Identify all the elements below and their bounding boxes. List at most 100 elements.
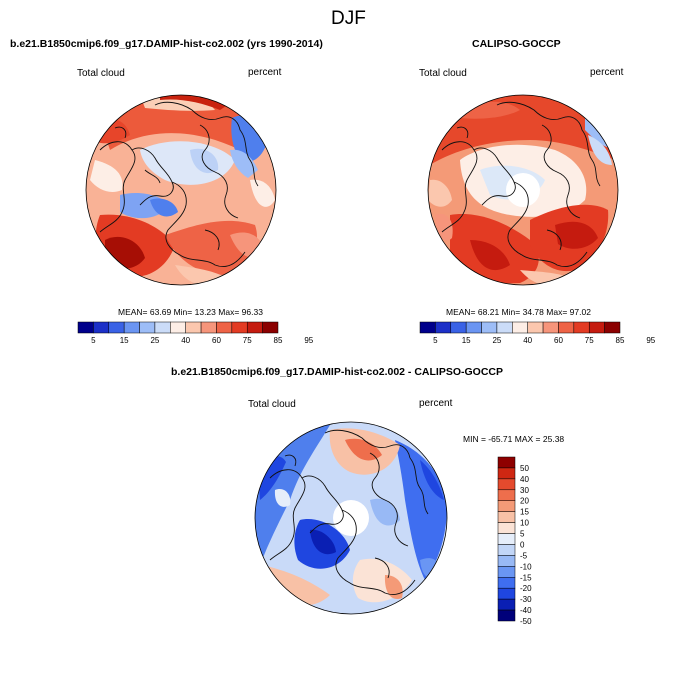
panel2-left-label: Total cloud	[419, 68, 467, 79]
panel2-colorbar-tick-label: 15	[462, 336, 471, 345]
panel1-title: b.e21.B1850cmip6.f09_g17.DAMIP-hist-co2.…	[10, 38, 323, 50]
panel1-colorbar-box	[93, 321, 110, 334]
panel2-mean-label: MEAN=	[446, 307, 476, 317]
panel3-colorbar-tick-label: -15	[520, 573, 532, 582]
panel2-min-value: 34.78	[522, 307, 544, 317]
panel3-map	[254, 421, 448, 615]
panel3-colorbar-box	[497, 566, 516, 578]
panel3-colorbar-box	[497, 467, 516, 480]
panel1-max-value: 96.33	[241, 307, 263, 317]
panel2-colorbar-box	[435, 321, 452, 334]
panel3-polar-hole	[333, 500, 369, 536]
panel1-coastlines	[99, 101, 259, 267]
panel1-colorbar-box	[108, 321, 125, 334]
panel2-max-label: Max=	[546, 307, 568, 317]
panel1-colorbar-tick-label: 60	[212, 336, 221, 345]
panel1-colorbar-tick-label: 40	[181, 336, 190, 345]
panel3-map-border	[254, 421, 448, 615]
panel3-colorbar-tick-label: -40	[520, 606, 532, 615]
panel3-left-label: Total cloud	[248, 399, 296, 410]
panel2-colorbar-tick-label: 95	[646, 336, 655, 345]
panel1-colorbar-tick-label: 5	[91, 336, 96, 345]
panel1-colorbar-tick-label: 85	[274, 336, 283, 345]
panel3-colorbar-box	[497, 609, 516, 622]
panel1-colorbar-box	[185, 321, 202, 334]
panel3-coastlines	[269, 429, 429, 595]
panel3-colorbar-box	[497, 511, 516, 523]
panel2-colorbar-tick-label: 5	[433, 336, 438, 345]
panel2-colorbar-box	[604, 321, 621, 334]
panel2-mean-value: 68.21	[477, 307, 500, 317]
panel3-colorbar-tick-label: 50	[520, 464, 529, 473]
panel3-stats: MIN = -65.71 MAX = 25.38	[463, 434, 564, 444]
panel3-max-label: MAX =	[514, 434, 541, 444]
panel2-colorbar: 5 15 25 40 60 75 85 95	[419, 321, 656, 345]
panel1-colorbar-box	[200, 321, 217, 334]
panel1-colorbar-box	[231, 321, 248, 334]
panel3-colorbar-tick-label: -50	[520, 617, 532, 626]
panel2-min-label: Min=	[501, 307, 521, 317]
panel2-colorbar-box	[542, 321, 559, 334]
panel1-colorbar-box	[123, 321, 140, 334]
panel3-colorbar-box	[497, 544, 516, 556]
panel2-max-value: 97.02	[569, 307, 591, 317]
panel1-colorbar-box	[262, 321, 279, 334]
panel3-colorbar-box	[497, 533, 516, 545]
panel2-colorbar-box	[558, 321, 575, 334]
panel3-colorbar-tick-label: -5	[520, 551, 528, 560]
panel2-colorbar-box	[588, 321, 605, 334]
panel2-colorbar-box	[450, 321, 467, 334]
panel2-colorbar-box	[512, 321, 528, 334]
panel3-colorbar-box	[497, 555, 516, 567]
panel1-map	[85, 94, 277, 286]
panel2-colorbar-box	[496, 321, 513, 334]
panel3-colorbar-box	[497, 587, 516, 600]
panel1-stats: MEAN= 63.69 Min= 13.23 Max= 96.33	[118, 307, 263, 317]
panel1-colorbar-tick-label: 75	[243, 336, 252, 345]
panel1-colorbar-tick-label: 15	[120, 336, 129, 345]
panel3-colorbar-box	[497, 489, 516, 501]
panel3-colorbar-box	[497, 598, 516, 611]
panel1-colorbar-box	[139, 321, 156, 334]
panel1-colorbar-box	[154, 321, 171, 334]
panel2-colorbar-box	[465, 321, 482, 334]
panel1-mean-label: MEAN=	[118, 307, 148, 317]
panel3-max-value: 25.38	[542, 434, 565, 444]
panel2-right-label: percent	[590, 67, 624, 78]
panel3-colorbar-box	[497, 456, 516, 469]
panel2-colorbar-tick-label: 85	[616, 336, 625, 345]
panel3-colorbar-box	[497, 478, 516, 491]
panel2-map-border	[427, 94, 619, 286]
panel2-stats: MEAN= 68.21 Min= 34.78 Max= 97.02	[446, 307, 591, 317]
panel3-colorbar-box	[497, 577, 516, 589]
panel2-title: CALIPSO-GOCCP	[472, 38, 561, 50]
panel3-min-value: -65.71	[488, 434, 513, 444]
panel3-colorbar-tick-label: 10	[520, 519, 529, 528]
panel3-title: b.e21.B1850cmip6.f09_g17.DAMIP-hist-co2.…	[171, 366, 504, 378]
panel1-mean-value: 63.69	[149, 307, 172, 317]
panel1-map-border	[85, 94, 277, 286]
panel3-colorbar-box	[497, 522, 516, 534]
panel3-colorbar-box	[497, 500, 516, 512]
panel3-colorbar: 50 40 30 20 15 10 50 -5 -10 -15 -20 -30 -40 -50	[497, 456, 532, 626]
panel1-colorbar: 5 15 25 40 60 75 85 95	[77, 321, 314, 345]
panel2-map	[427, 94, 619, 286]
panel2-colorbar-tick-label: 40	[523, 336, 532, 345]
panel1-min-label: Min=	[173, 307, 193, 317]
panel1-max-label: Max=	[218, 307, 240, 317]
panel1-colorbar-box	[170, 321, 186, 334]
panel2-colorbar-box	[573, 321, 590, 334]
panel1-min-value: 13.23	[194, 307, 216, 317]
panel3-colorbar-tick-label: 20	[520, 497, 529, 506]
figure-title: DJF	[331, 8, 366, 29]
panel1-colorbar-tick-label: 25	[150, 336, 159, 345]
panel2-colorbar-box	[481, 321, 498, 334]
panel2-colorbar-tick-label: 60	[554, 336, 563, 345]
panel1-colorbar-box	[216, 321, 233, 334]
panel3-right-label: percent	[419, 398, 453, 409]
panel1-colorbar-box	[77, 321, 94, 334]
panel1-left-label: Total cloud	[77, 68, 125, 79]
panel3-colorbar-tick-label: 30	[520, 486, 529, 495]
panel3-colorbar-tick-label: 5	[520, 530, 525, 539]
